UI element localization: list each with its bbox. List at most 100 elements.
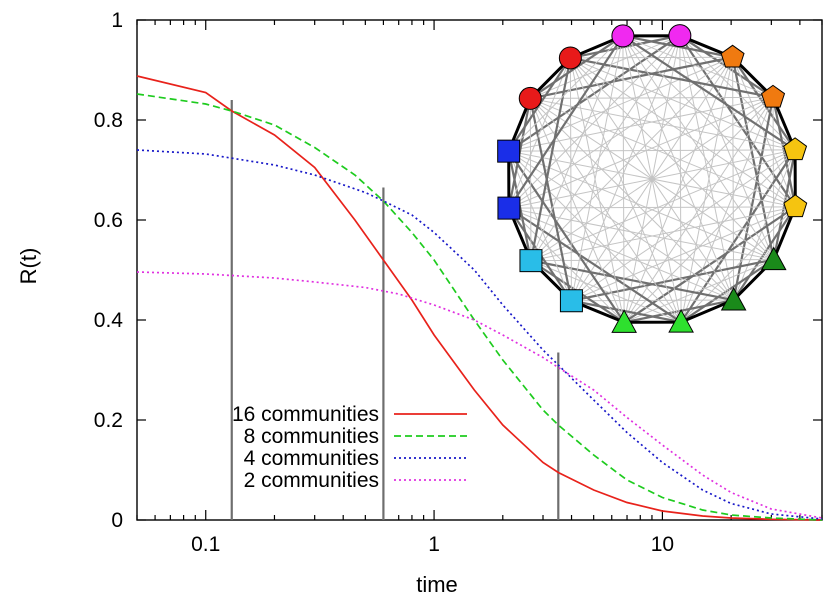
inset-edge xyxy=(733,149,796,301)
inset-edge xyxy=(571,299,682,324)
x-tick-label: 1 xyxy=(428,533,440,556)
inset-edge xyxy=(530,259,774,262)
inset-edge xyxy=(508,35,624,209)
inset-edge xyxy=(508,150,774,261)
x-tick-label: 10 xyxy=(651,533,674,556)
node-circle xyxy=(518,86,542,110)
node-triangle xyxy=(611,309,637,333)
inset-edge xyxy=(679,35,796,151)
x-axis-label: time xyxy=(416,572,458,597)
inset-edge xyxy=(508,207,625,323)
inset-edges xyxy=(507,34,797,324)
y-axis-label: R(t) xyxy=(16,248,41,285)
node-pentagon xyxy=(720,44,745,68)
inset-edge xyxy=(529,98,573,301)
inset-edge xyxy=(623,259,774,323)
plot-border xyxy=(136,19,823,521)
inset-edge xyxy=(529,98,734,301)
y-tick-label: 0.4 xyxy=(94,309,124,332)
inset-edge xyxy=(508,35,624,152)
inset-edge xyxy=(530,56,733,261)
inset-edge xyxy=(530,35,681,99)
inset-edge xyxy=(772,97,775,260)
inset-edge xyxy=(622,35,775,260)
vertical-markers xyxy=(230,100,560,520)
inset-edge xyxy=(571,97,774,302)
inset-edge xyxy=(508,56,733,152)
inset-edge xyxy=(529,57,572,261)
node-square xyxy=(497,196,521,220)
node-square xyxy=(559,289,583,313)
inset-edge xyxy=(530,149,796,262)
inset-edge xyxy=(622,35,796,151)
legend-label-2: 8 communities xyxy=(244,425,379,448)
inset-edge xyxy=(529,98,532,261)
legend-label-3: 4 communities xyxy=(244,447,379,470)
inset-edge xyxy=(570,56,733,59)
y-tick-label: 0.2 xyxy=(94,409,123,432)
inset-edge xyxy=(508,150,572,301)
y-tick-label: 0.6 xyxy=(94,209,123,232)
inset-edge xyxy=(622,35,625,323)
series-line-1 xyxy=(136,75,823,521)
node-pentagon xyxy=(783,137,808,161)
inset-edge xyxy=(571,206,796,302)
inset-edge xyxy=(570,57,796,151)
inset-edge xyxy=(530,97,796,208)
inset-edge xyxy=(508,149,796,152)
inset-edge xyxy=(680,206,796,323)
inset-edge xyxy=(570,35,681,301)
inset-edge xyxy=(508,206,796,209)
inset-edge xyxy=(570,57,775,260)
node-circle xyxy=(668,24,692,48)
inset-edge xyxy=(569,57,572,301)
inset-edge xyxy=(622,35,796,208)
inset-edge xyxy=(530,35,624,261)
node-square xyxy=(497,139,521,163)
x-tick-label: 0.1 xyxy=(191,533,220,556)
inset-edge xyxy=(529,98,625,323)
legend-label-1: 16 communities xyxy=(232,403,379,426)
inset-edge xyxy=(508,207,734,301)
inset-edge xyxy=(530,96,774,99)
y-tick-label: 0 xyxy=(111,509,123,532)
node-triangle xyxy=(760,246,787,271)
inset-edge xyxy=(570,35,624,301)
inset-edge xyxy=(571,299,734,302)
node-triangle xyxy=(668,309,694,333)
inset-edge xyxy=(622,35,735,301)
node-square xyxy=(519,249,543,273)
inset-edge xyxy=(508,96,774,209)
network-inset xyxy=(497,24,808,333)
y-tick-label: 0.8 xyxy=(94,109,123,132)
node-circle xyxy=(611,24,635,48)
series-line-4 xyxy=(136,271,823,519)
inset-edge xyxy=(508,57,571,209)
inset-edge xyxy=(732,57,735,301)
node-pentagon xyxy=(761,84,786,108)
inset-edge xyxy=(622,35,682,323)
inset-edge xyxy=(530,97,796,151)
inset-edge xyxy=(679,35,682,323)
inset-edge xyxy=(732,57,796,208)
series-line-2 xyxy=(136,93,823,521)
inset-nodes xyxy=(497,24,808,333)
series-lines xyxy=(136,75,823,521)
node-triangle xyxy=(720,286,747,311)
inset-edge xyxy=(679,35,775,260)
inset-edge xyxy=(530,260,682,323)
inset-edge xyxy=(570,57,796,208)
node-circle xyxy=(558,46,582,70)
inset-edge xyxy=(569,57,682,323)
axis-tick-labels: 0 0.2 0.4 0.6 0.8 1 0.1 1 10 xyxy=(94,9,674,556)
node-pentagon xyxy=(783,194,808,218)
y-tick-label: 1 xyxy=(111,9,123,32)
inset-edge xyxy=(680,97,774,323)
plot-frame xyxy=(136,19,823,521)
series-line-3 xyxy=(136,149,823,520)
inset-edge xyxy=(623,57,734,323)
inset-edge xyxy=(508,150,682,323)
legend-label-4: 2 communities xyxy=(244,469,379,492)
